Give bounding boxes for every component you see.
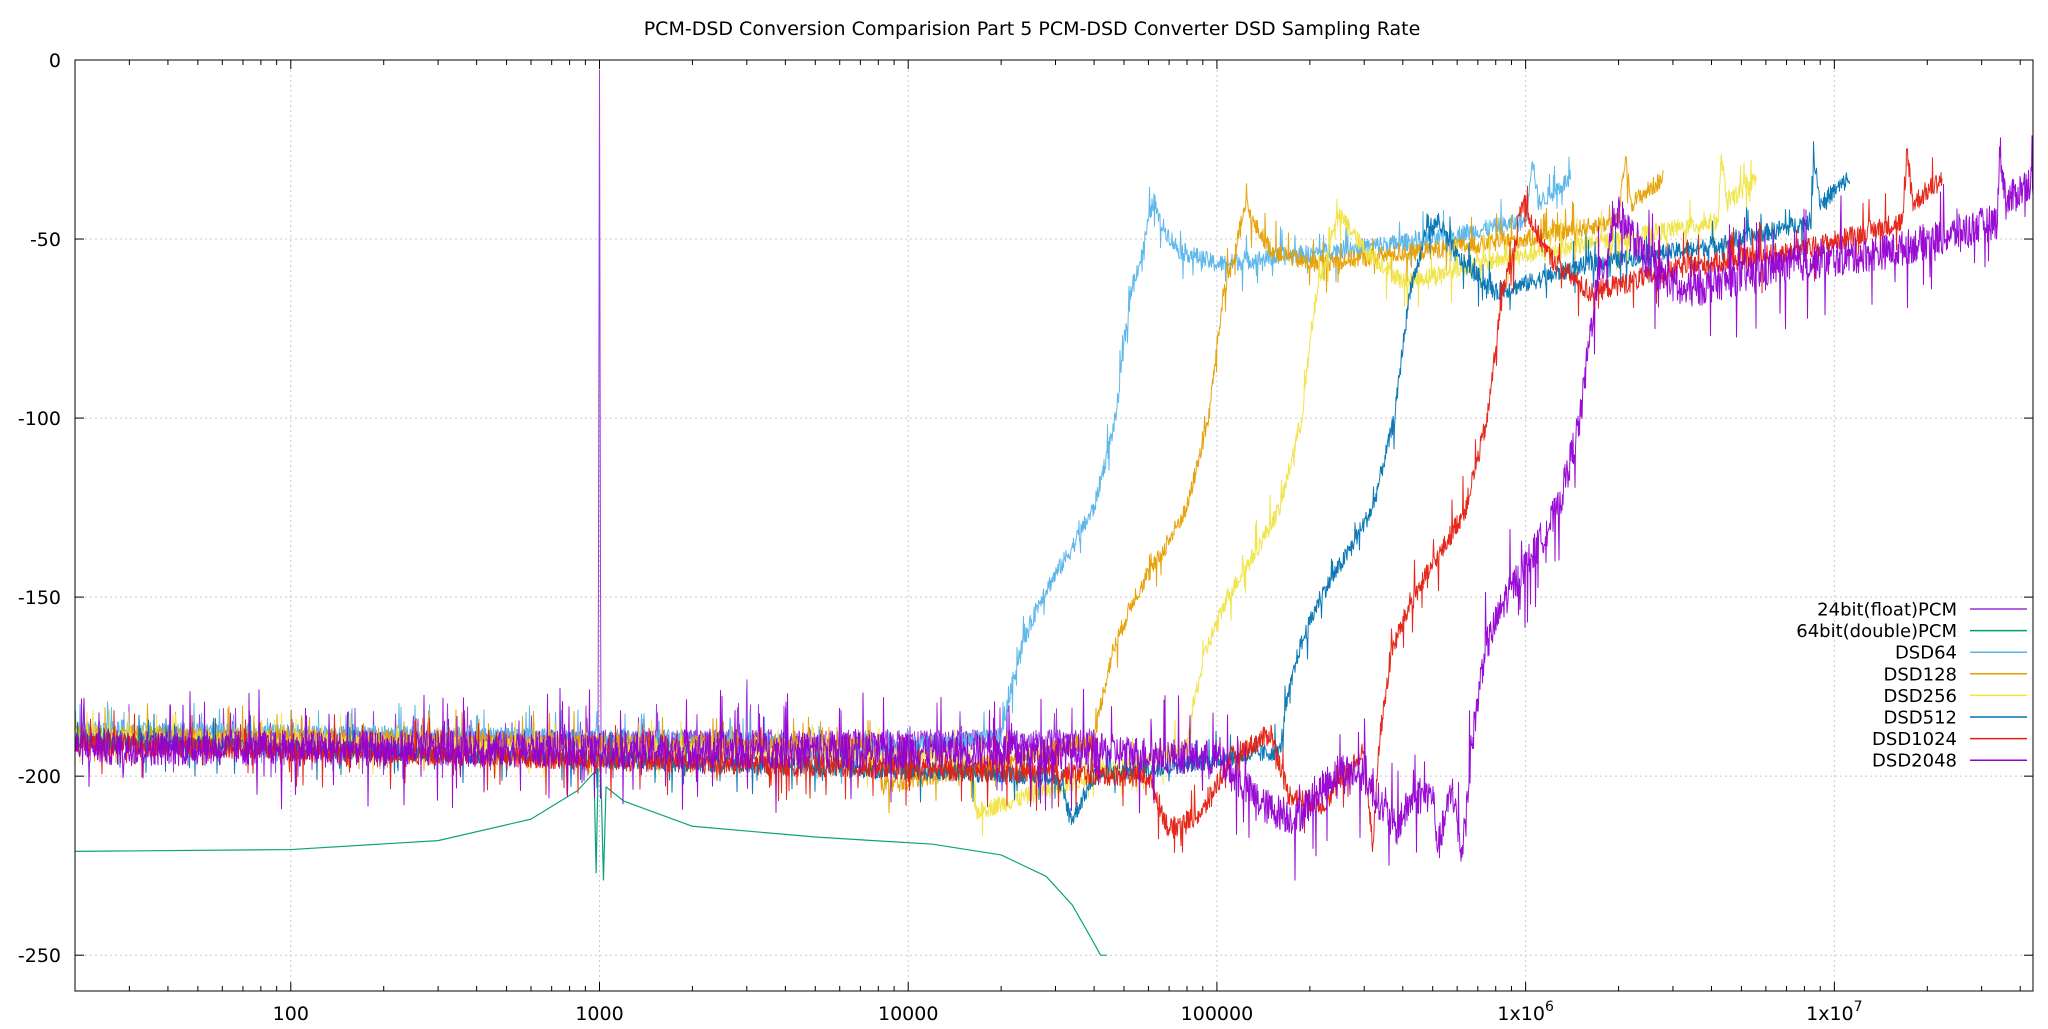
series-layer [74, 69, 2034, 956]
x-tick-label: 1x106 [1497, 999, 1554, 1024]
x-tick-label: 10000 [878, 1003, 938, 1024]
y-tick-label: -100 [18, 408, 61, 430]
y-tick-label: -250 [18, 945, 61, 967]
legend-label: DSD1024 [1872, 729, 1957, 750]
plot-frame [74, 59, 2034, 992]
y-tick-label: -200 [18, 766, 61, 788]
legend-label: DSD128 [1883, 664, 1957, 685]
legend-label: DSD64 [1895, 643, 1957, 664]
axes: 100 1000 10000 100000 1x106 1x107 0 -50 -100 -150… [18, 50, 2034, 1025]
y-tick-label: -150 [18, 587, 61, 609]
legend-label: DSD2048 [1872, 751, 1957, 772]
series-line-2 [74, 768, 1107, 956]
y-tick-label: 0 [49, 50, 61, 72]
x-tick-exponent: 7 [1854, 999, 1863, 1015]
x-tick-label: 100000 [1181, 1003, 1254, 1024]
chart-title: PCM-DSD Conversion Comparision Part 5 PC… [644, 18, 1421, 40]
x-tick-label: 100 [273, 1003, 309, 1024]
legend-label: DSD256 [1883, 686, 1957, 707]
legend-label: 64bit(double)PCM [1796, 621, 1957, 642]
x-tick-exponent: 6 [1545, 999, 1554, 1015]
legend-label: 24bit(float)PCM [1817, 600, 1957, 621]
series-line-8 [74, 135, 2034, 881]
legend-label: DSD512 [1883, 708, 1957, 729]
y-tick-label: -50 [30, 229, 61, 251]
x-tick-label: 1x107 [1806, 999, 1862, 1024]
x-tick-label: 1000 [575, 1003, 623, 1024]
legend: 24bit(float)PCM64bit(double)PCMDSD64DSD1… [1796, 600, 2027, 772]
